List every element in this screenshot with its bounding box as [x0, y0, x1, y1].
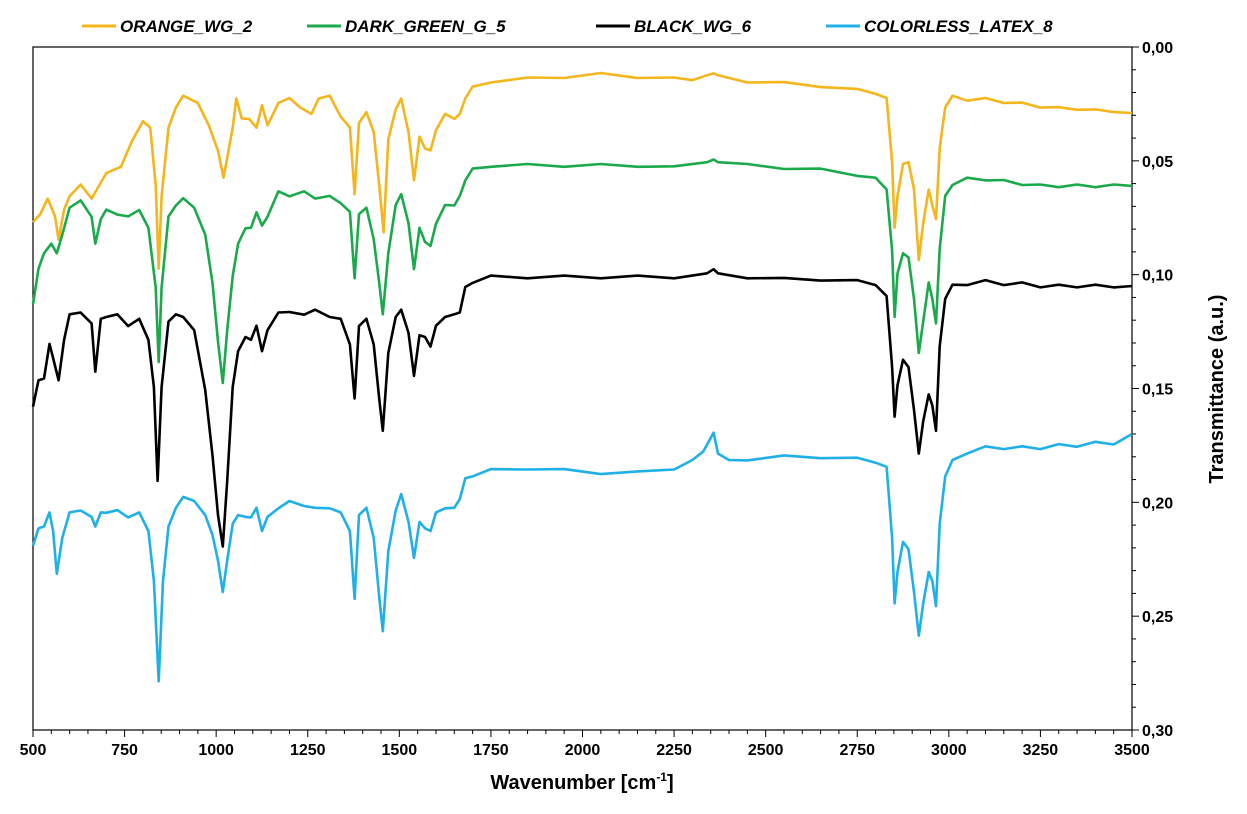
series-line-0 [32, 71, 1133, 271]
series-line-2 [31, 267, 1133, 548]
legend-label: BLACK_WG_6 [634, 17, 752, 36]
x-tick-label: 2500 [748, 742, 784, 759]
x-tick-label: 3250 [1023, 742, 1059, 759]
x-axis-title: Wavenumber [cm-1] [490, 770, 673, 794]
y-tick-label: 0,00 [1142, 40, 1173, 57]
legend-label: DARK_GREEN_G_5 [345, 17, 506, 36]
x-tick-label: 500 [20, 742, 47, 759]
y-tick-label: 0,10 [1142, 268, 1173, 285]
x-tick-label: 2750 [839, 742, 875, 759]
x-tick-label: 3500 [1114, 742, 1150, 759]
x-tick-label: 1750 [473, 742, 509, 759]
series-layer [31, 71, 1133, 683]
y-tick-label: 0,05 [1142, 154, 1173, 171]
y-tick-label: 0,20 [1142, 495, 1173, 512]
series-line-3 [31, 431, 1133, 683]
x-tick-label: 750 [111, 742, 138, 759]
y-tick-label: 0,25 [1142, 609, 1173, 626]
series-line-1 [31, 158, 1133, 385]
legend-label: ORANGE_WG_2 [120, 17, 253, 36]
x-tick-label: 3000 [931, 742, 967, 759]
y-axis: 0,00 0,05 0,10 0,15 0,20 0,25 0,30 [1132, 40, 1173, 740]
x-tick-label: 1000 [198, 742, 234, 759]
x-tick-label: 2250 [656, 742, 692, 759]
y-tick-label: 0,15 [1142, 382, 1173, 399]
x-tick-label: 2000 [565, 742, 601, 759]
x-tick-label: 1500 [382, 742, 418, 759]
legend-label: COLORLESS_LATEX_8 [864, 17, 1053, 36]
y-axis-title: Transmittance (a.u.) [1206, 295, 1228, 484]
x-axis: 500 750 1000 1250 1500 1750 2000 2250 2500 2750 30… [20, 730, 1150, 759]
y-tick-label: 0,30 [1142, 723, 1173, 740]
legend: ORANGE_WG_2 DARK_GREEN_G_5 BLACK_WG_6 COLOR… [82, 17, 1053, 36]
x-tick-label: 1250 [290, 742, 326, 759]
